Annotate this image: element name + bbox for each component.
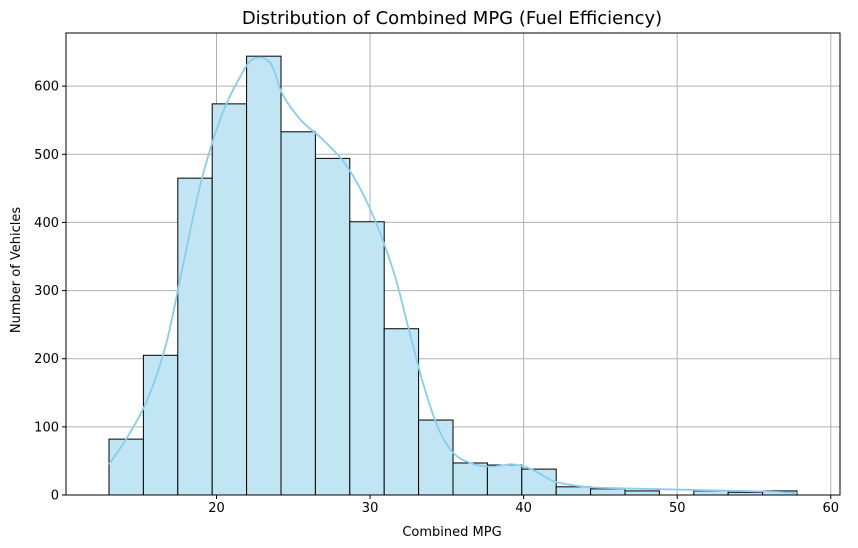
x-tick-label: 60 [823, 501, 840, 516]
x-tick-label: 30 [362, 501, 379, 516]
y-tick-label: 500 [34, 148, 59, 163]
x-tick-label: 40 [515, 501, 532, 516]
y-tick-label: 300 [34, 284, 59, 299]
kde-curve [108, 56, 798, 494]
y-tick-label: 600 [34, 80, 59, 95]
histogram-bar [418, 419, 454, 496]
y-tick-label: 0 [51, 489, 59, 504]
bar-layer [108, 55, 798, 496]
histogram-bar [349, 221, 385, 496]
histogram-bar [142, 354, 179, 496]
y-tick-label: 400 [34, 216, 59, 231]
plot-frame [65, 32, 841, 496]
kde-layer [108, 56, 798, 494]
x-axis-label: Combined MPG [402, 525, 501, 540]
y-tick-label: 100 [34, 420, 59, 435]
histogram-bar [486, 464, 523, 496]
y-tick-label: 200 [34, 352, 59, 367]
histogram-bar [246, 55, 282, 496]
x-tick-label: 50 [669, 501, 686, 516]
histogram-bar [108, 438, 144, 496]
histogram-bar [590, 488, 626, 496]
histogram-bar [314, 157, 351, 496]
histogram-bar [693, 490, 729, 496]
x-tick-label: 20 [208, 501, 225, 516]
chart-title: Distribution of Combined MPG (Fuel Effic… [242, 8, 662, 29]
histogram-bar [555, 486, 592, 496]
histogram-bar [280, 131, 316, 496]
y-axis-label: Number of Vehicles [9, 207, 24, 334]
histogram-bar [452, 462, 488, 496]
histogram-bar [211, 103, 248, 496]
histogram-bar [624, 490, 660, 496]
histogram-bar [177, 177, 213, 496]
histogram-bar [383, 328, 420, 496]
